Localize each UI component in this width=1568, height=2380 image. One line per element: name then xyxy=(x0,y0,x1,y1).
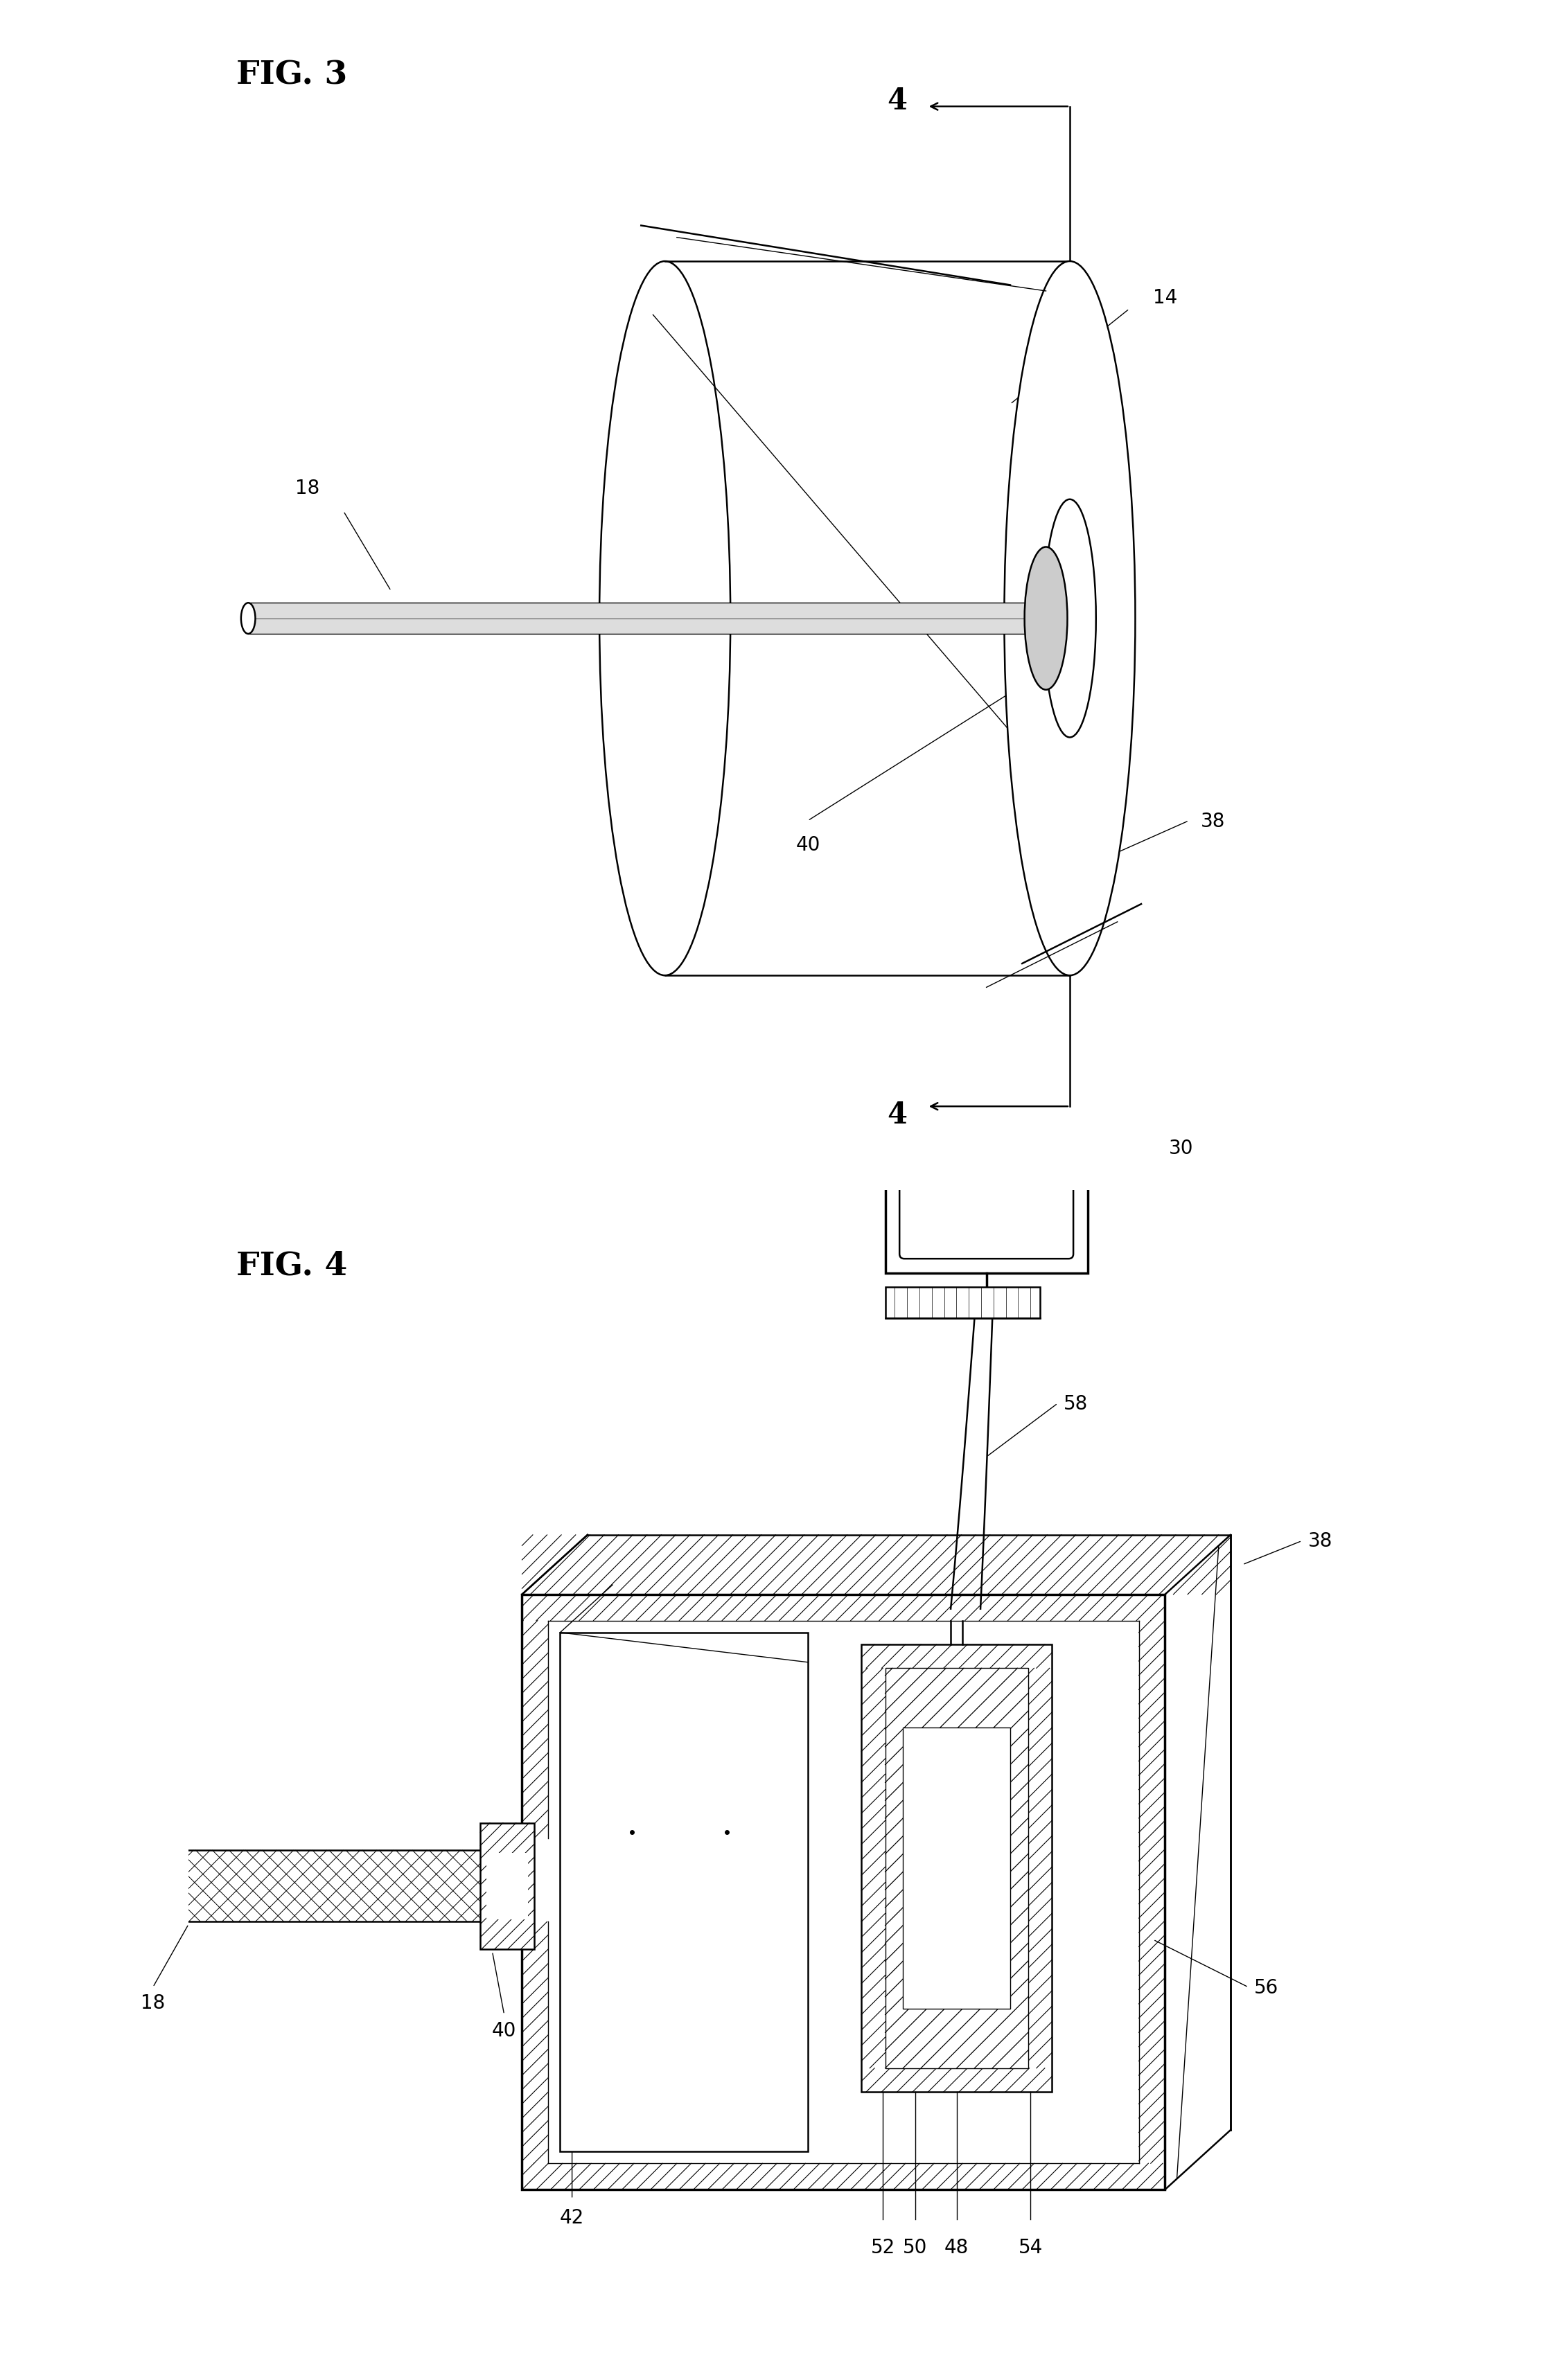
Text: 40: 40 xyxy=(492,2021,516,2040)
Bar xyxy=(886,1668,1029,2068)
Text: 4: 4 xyxy=(887,1100,908,1130)
Bar xyxy=(486,1852,528,1918)
Text: FIG. 3: FIG. 3 xyxy=(237,60,347,90)
Text: 18: 18 xyxy=(141,1992,165,2013)
Text: 38: 38 xyxy=(1308,1530,1333,1552)
Bar xyxy=(886,1288,1040,1319)
Bar xyxy=(886,1123,1088,1273)
Text: 30: 30 xyxy=(1168,1138,1193,1159)
Text: 38: 38 xyxy=(1201,812,1225,831)
Text: FIG. 4: FIG. 4 xyxy=(237,1250,348,1280)
Text: 42: 42 xyxy=(560,2206,585,2228)
Ellipse shape xyxy=(1044,500,1096,738)
Text: 46: 46 xyxy=(696,1716,721,1735)
Ellipse shape xyxy=(599,262,731,976)
Ellipse shape xyxy=(1024,547,1068,690)
Bar xyxy=(861,1645,1052,2092)
FancyBboxPatch shape xyxy=(900,1140,1074,1259)
Text: 18: 18 xyxy=(295,478,320,497)
Bar xyxy=(480,1823,535,1949)
Text: 52: 52 xyxy=(870,2237,895,2256)
Text: 44: 44 xyxy=(601,1716,626,1735)
Ellipse shape xyxy=(241,602,256,633)
Text: 48: 48 xyxy=(944,2237,969,2256)
Bar xyxy=(903,1728,1010,2009)
Text: 4: 4 xyxy=(887,86,908,117)
Text: 40: 40 xyxy=(795,835,820,854)
Text: 56: 56 xyxy=(1254,1978,1279,1997)
Text: 14: 14 xyxy=(1152,288,1178,307)
Bar xyxy=(560,1633,808,2152)
Ellipse shape xyxy=(1004,262,1135,976)
Bar xyxy=(248,602,1046,633)
Bar xyxy=(522,1595,1165,2190)
Text: 50: 50 xyxy=(903,2237,927,2256)
Text: 54: 54 xyxy=(1018,2237,1043,2256)
Text: 58: 58 xyxy=(1063,1395,1088,1414)
Bar xyxy=(118,1852,522,1923)
